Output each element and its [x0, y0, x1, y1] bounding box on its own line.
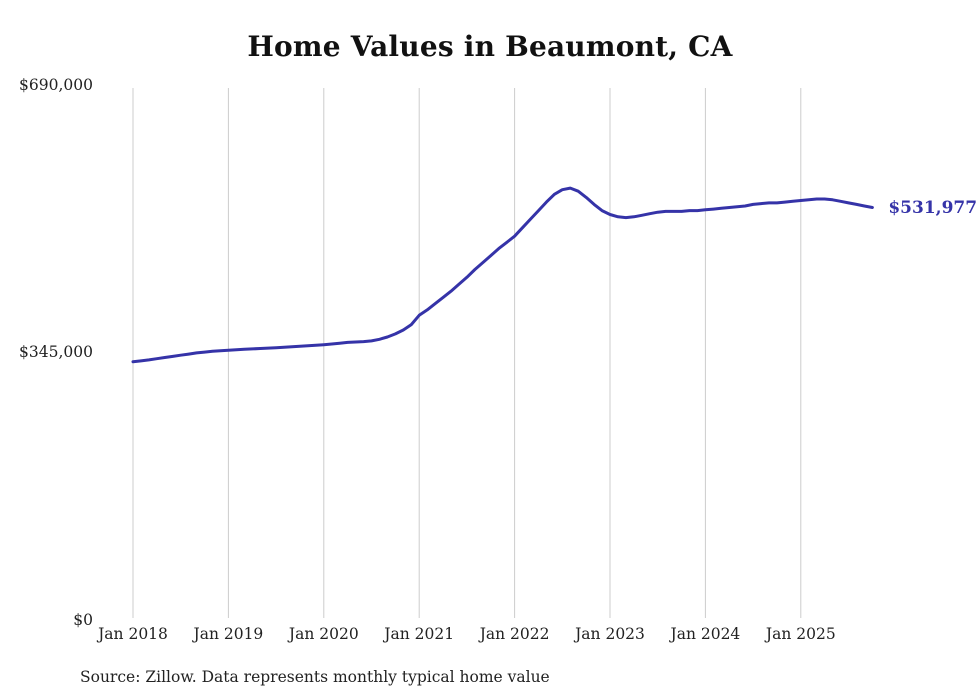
y-axis-tick-label: $0 — [73, 611, 93, 629]
chart-title: Home Values in Beaumont, CA — [247, 30, 733, 63]
value-line — [131, 186, 874, 364]
latest-value-label: $531,977 — [888, 197, 978, 218]
y-axis-tick-label: $690,000 — [19, 76, 93, 94]
x-axis-tick-label: Jan 2018 — [98, 625, 168, 643]
x-axis-tick-label: Jan 2025 — [765, 625, 836, 643]
x-axis-tick-label: Jan 2019 — [193, 625, 264, 643]
x-axis-tick-label: Jan 2022 — [479, 625, 550, 643]
x-axis-tick-label: Jan 2020 — [288, 625, 359, 643]
y-axis-tick-label: $345,000 — [19, 343, 93, 361]
source-note: Source: Zillow. Data represents monthly … — [80, 668, 550, 686]
x-axis-tick-label: Jan 2021 — [384, 625, 455, 643]
x-axis-tick-label: Jan 2024 — [670, 625, 741, 643]
x-axis-tick-label: Jan 2023 — [575, 625, 645, 643]
